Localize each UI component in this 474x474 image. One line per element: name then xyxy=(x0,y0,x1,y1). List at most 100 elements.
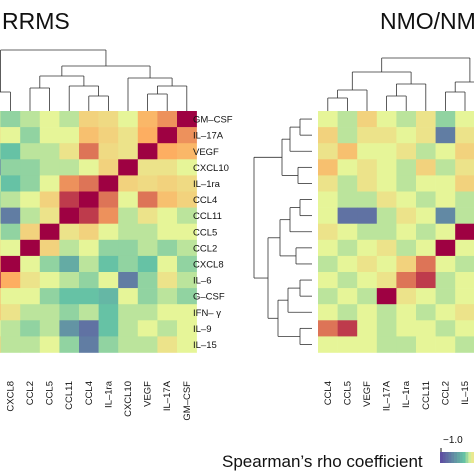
nmo-cell xyxy=(376,255,397,273)
nmo-cell xyxy=(357,320,378,337)
nmo-column-label: IL–15 xyxy=(460,381,471,405)
rrms-cell xyxy=(20,143,41,160)
nmo-cell xyxy=(318,191,338,208)
rrms-cell xyxy=(39,304,60,321)
nmo-cell xyxy=(435,336,456,353)
nmo-column-labels: CCL4CCL5VEGFIL–17AIL–1raCCL11CCL2IL–15IL… xyxy=(323,380,471,411)
rrms-row-label: CCL5 xyxy=(193,227,217,238)
legend-color-step xyxy=(457,452,461,463)
rrms-cell xyxy=(98,288,119,305)
rrms-cell xyxy=(118,320,139,337)
rrms-cell xyxy=(157,255,178,273)
nmo-cell xyxy=(455,127,474,144)
nmo-cell xyxy=(416,272,436,289)
rrms-cell xyxy=(39,336,60,353)
nmo-cell xyxy=(455,111,474,128)
rrms-cell xyxy=(137,320,158,337)
rrms-cell xyxy=(39,159,60,176)
nmo-cell xyxy=(357,175,378,192)
nmo-cell xyxy=(337,191,358,208)
rrms-cell xyxy=(137,223,158,241)
legend-color-step xyxy=(448,452,452,463)
rrms-cell xyxy=(59,175,80,192)
legend-tick-label: −1.0 xyxy=(443,435,463,446)
rrms-cell xyxy=(0,239,1,257)
nmo-cell xyxy=(396,159,417,176)
rrms-cell xyxy=(137,207,158,224)
nmo-cell xyxy=(416,288,436,305)
rrms-row-label: IL–6 xyxy=(193,276,212,287)
rrms-cell xyxy=(79,304,99,321)
rrms-cell xyxy=(0,272,1,289)
nmo-cell xyxy=(357,304,378,321)
nmo-cell xyxy=(318,288,338,305)
rrms-cell xyxy=(177,304,197,321)
nmo-cell xyxy=(357,272,378,289)
rrms-cell xyxy=(118,272,139,289)
rrms-panel-title: RRMS xyxy=(2,8,70,34)
rrms-cell xyxy=(59,191,80,208)
nmo-cell xyxy=(435,191,456,208)
rrms-cell xyxy=(0,320,1,337)
rrms-cell xyxy=(0,207,1,224)
rrms-cell xyxy=(0,320,21,337)
nmo-cell xyxy=(435,288,456,305)
rrms-cell xyxy=(157,320,178,337)
rrms-cell xyxy=(0,288,21,305)
legend-color-step xyxy=(442,452,446,463)
nmo-cell xyxy=(435,239,456,257)
rrms-cell xyxy=(79,111,99,128)
rrms-cell xyxy=(59,272,80,289)
rrms-cell xyxy=(39,272,60,289)
rrms-cell xyxy=(118,223,139,241)
rrms-cell xyxy=(157,288,178,305)
rrms-cell xyxy=(98,336,119,353)
rrms-cell xyxy=(157,336,178,353)
rrms-row-label: IL–17A xyxy=(193,131,224,142)
nmo-cell xyxy=(416,336,436,353)
rrms-cell xyxy=(59,239,80,257)
rrms-column-labels: IL–6CXCL8CCL2CCL5CCL11CCL4IL–1raCXCL10VE… xyxy=(5,380,192,420)
rrms-cell xyxy=(0,159,21,176)
nmo-cell xyxy=(318,207,338,224)
nmo-cell xyxy=(357,207,378,224)
rrms-row-label: VEGF xyxy=(193,147,219,158)
nmo-cell xyxy=(357,239,378,257)
rrms-cell xyxy=(79,272,99,289)
nmo-cell xyxy=(396,255,417,273)
rrms-row-label: GM–CSF xyxy=(193,115,233,126)
rrms-cell xyxy=(0,127,1,144)
nmo-cell xyxy=(396,320,417,337)
rrms-cell xyxy=(177,288,197,305)
rrms-cell xyxy=(20,175,41,192)
rrms-cell xyxy=(137,175,158,192)
rrms-cell xyxy=(177,111,197,128)
nmo-cell xyxy=(337,207,358,224)
nmo-cell xyxy=(396,143,417,160)
nmo-cell xyxy=(376,320,397,337)
nmo-cell xyxy=(396,175,417,192)
rrms-cell xyxy=(157,207,178,224)
rrms-cell xyxy=(98,320,119,337)
rrms-cell xyxy=(39,320,60,337)
rrms-cell xyxy=(137,288,158,305)
rrms-cell xyxy=(79,127,99,144)
nmo-cell xyxy=(416,143,436,160)
rrms-cell xyxy=(39,127,60,144)
rrms-cell xyxy=(20,207,41,224)
nmo-cell xyxy=(455,288,474,305)
rrms-cell xyxy=(118,143,139,160)
rrms-cell xyxy=(20,288,41,305)
nmo-cell xyxy=(357,288,378,305)
nmo-cell xyxy=(455,255,474,273)
legend-color-step xyxy=(462,452,466,463)
nmo-cell xyxy=(376,207,397,224)
rrms-cell xyxy=(177,159,197,176)
nmo-cell xyxy=(376,159,397,176)
rrms-cell xyxy=(0,272,21,289)
nmo-cell xyxy=(337,111,358,128)
rrms-cell xyxy=(118,191,139,208)
nmo-cell xyxy=(318,304,338,321)
rrms-cell xyxy=(137,336,158,353)
rrms-cell xyxy=(20,127,41,144)
